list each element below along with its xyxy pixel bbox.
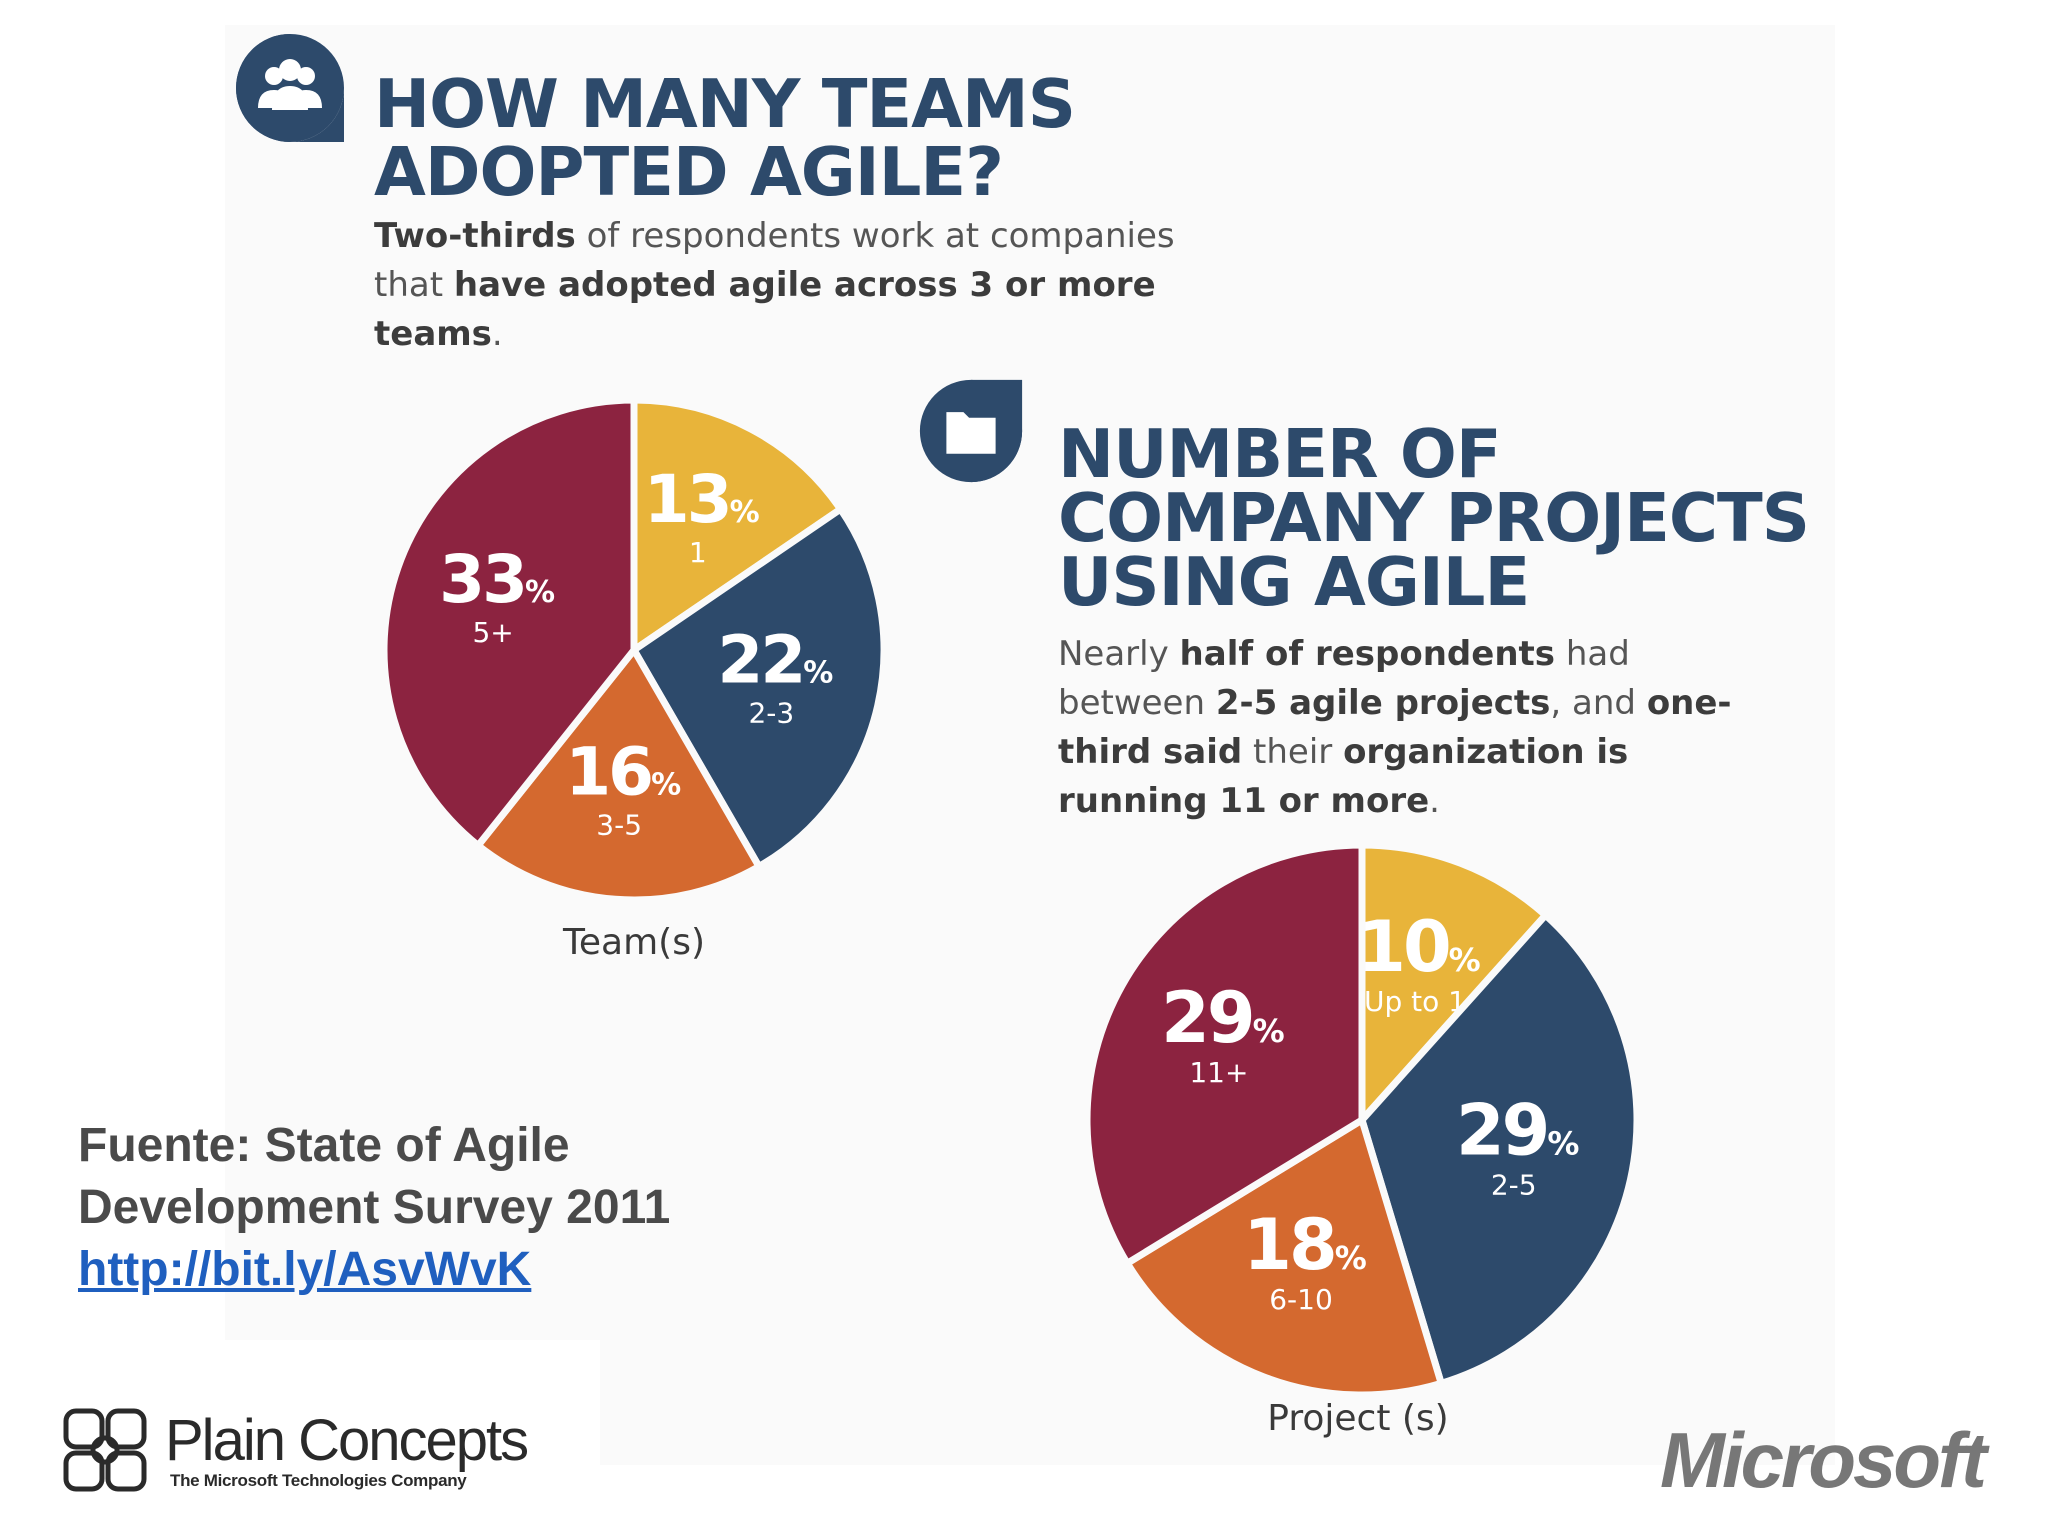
pie-value-label: 13%	[644, 461, 760, 538]
pie-category-label: 2-5	[1491, 1169, 1537, 1202]
pie-category-label: 3-5	[596, 809, 642, 842]
pie-slice-1	[630, 396, 845, 654]
desc2-part3: had between	[1058, 634, 1630, 723]
projects-pie-caption: Project (s)	[1267, 1398, 1449, 1439]
source-citation: Fuente: State of Agile Development Surve…	[78, 1115, 670, 1301]
desc2-part1: Nearly	[1058, 634, 1180, 674]
pie-category-label: 1	[689, 536, 707, 569]
pie-slice-up-to-1	[1358, 841, 1550, 1124]
pie-slice-11-	[1083, 841, 1366, 1267]
pie-slice-6-10	[1123, 1116, 1445, 1399]
section1-description: Two-thirds of respondents work at compan…	[374, 212, 1194, 359]
section1-title: HOW MANY TEAMS ADOPTED AGILE?	[374, 65, 1076, 211]
desc2-part4: 2-5 agile projects	[1215, 683, 1551, 723]
desc2-part5: , and	[1550, 683, 1647, 723]
pie-value-label: 18%	[1243, 1204, 1366, 1286]
teams-pie-caption: Team(s)	[563, 922, 705, 963]
team-icon	[236, 34, 344, 142]
pie-value-label: 29%	[1456, 1090, 1579, 1172]
pie-slice-5-	[380, 396, 638, 849]
pie-slice-2-5	[1358, 911, 1641, 1387]
plain-concepts-logo: Plain Concepts The Microsoft Technologie…	[60, 1405, 580, 1495]
source-link[interactable]: http://bit.ly/AsvWvK	[78, 1243, 532, 1296]
section1-title-line2: ADOPTED AGILE?	[374, 133, 1004, 211]
plain-concepts-mark-icon	[63, 1408, 147, 1492]
pie-category-label: Up to 1	[1364, 985, 1466, 1018]
pie-value-label: 22%	[717, 621, 833, 698]
section2-title-line1: NUMBER OF	[1058, 415, 1502, 493]
pie-value-label: 10%	[1357, 906, 1480, 988]
plain-concepts-name: Plain Concepts	[165, 1408, 529, 1473]
pie-value-label: 16%	[565, 734, 681, 811]
desc2-part6: one-third said	[1058, 683, 1732, 772]
folder-icon	[919, 379, 1023, 483]
pie-value-label: 33%	[439, 541, 555, 618]
plain-concepts-tagline: The Microsoft Technologies Company	[170, 1471, 467, 1490]
section2-description: Nearly half of respondents had between 2…	[1058, 630, 1748, 826]
section1-title-line1: HOW MANY TEAMS	[374, 65, 1076, 143]
section2-title-line3: USING AGILE	[1058, 543, 1530, 621]
source-line2: Development Survey 2011	[78, 1181, 671, 1234]
section2-title: NUMBER OF COMPANY PROJECTS USING AGILE	[1058, 415, 1810, 621]
source-line1: Fuente: State of Agile	[78, 1119, 570, 1172]
pie-category-label: 11+	[1189, 1056, 1248, 1089]
teams-pie-chart: 13%1 22%2-3 16%3-5 33%5+	[380, 396, 888, 904]
pie-slice-3-5	[474, 646, 763, 904]
pie-value-label: 29%	[1161, 977, 1284, 1059]
desc1-part3: have adopted agile across 3 or more team…	[374, 265, 1156, 354]
pie-slice-2-3	[630, 505, 888, 871]
pie-category-label: 6-10	[1269, 1283, 1333, 1316]
desc2-part9: .	[1429, 781, 1440, 821]
section2-title-line2: COMPANY PROJECTS	[1058, 479, 1810, 557]
desc2-part2: half of respondents	[1179, 634, 1556, 674]
desc1-part1: Two-thirds	[374, 216, 576, 256]
microsoft-logo: Microsoft	[1660, 1416, 1987, 1504]
pie-category-label: 2-3	[748, 696, 794, 729]
desc2-part7: their	[1242, 732, 1344, 772]
pie-category-label: 5+	[472, 616, 513, 649]
desc1-part2: of respondents work at companies that	[374, 216, 1175, 305]
desc2-part8: organization is running 11 or more	[1058, 732, 1629, 821]
desc1-part4: .	[491, 314, 503, 354]
